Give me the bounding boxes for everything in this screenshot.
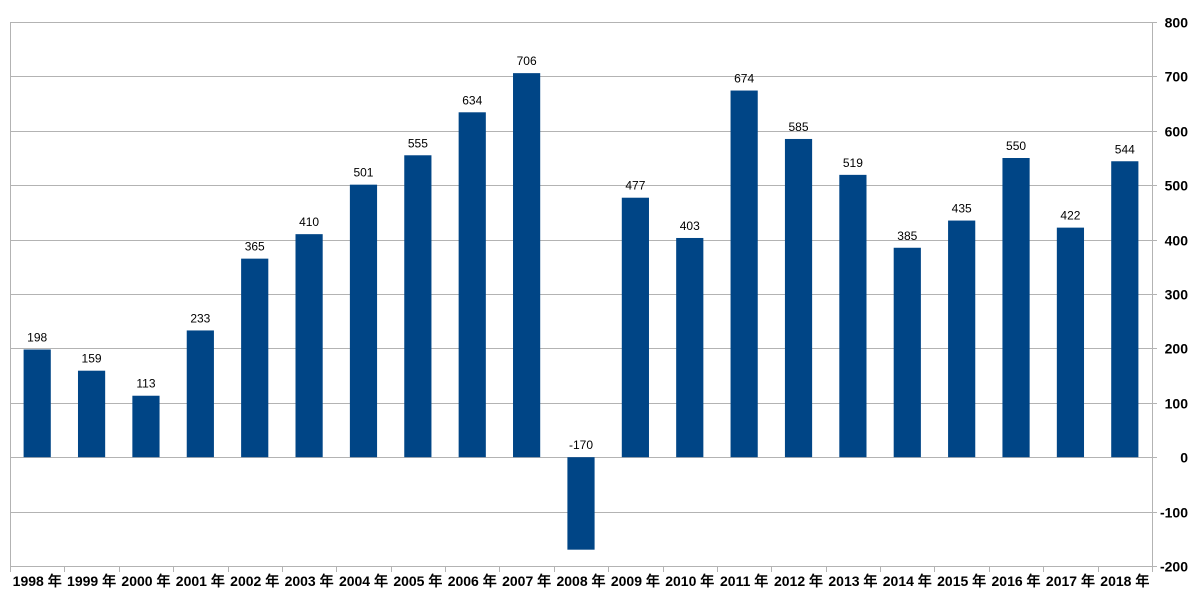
data-label: 477 — [625, 179, 645, 193]
y-tick-label: 700 — [1165, 69, 1189, 85]
x-tick-label: 2006 年 — [448, 573, 497, 589]
bar — [893, 247, 921, 458]
bar — [404, 155, 432, 458]
y-axis-ticks: -200 -100 0 100 200 300 400 500 600 700 800 — [1160, 15, 1188, 575]
bar — [132, 395, 160, 458]
bar — [839, 174, 867, 458]
data-label: 501 — [353, 166, 373, 180]
bar — [676, 237, 704, 458]
y-tick-label: 400 — [1165, 233, 1189, 249]
data-label: 435 — [952, 202, 972, 216]
y-tick-label: 600 — [1165, 124, 1189, 140]
y-tick-label: 300 — [1165, 287, 1189, 303]
data-labels: 198 159 113 233 365 410 501 555 634 706 -170 477 403… — [27, 54, 1135, 452]
bar — [730, 90, 758, 458]
y-tick-label: 800 — [1165, 15, 1189, 31]
data-label: 634 — [462, 93, 482, 107]
x-tick-label: 2001 年 — [176, 573, 225, 589]
x-tick-label: 2000 年 — [121, 573, 170, 589]
bar — [458, 112, 486, 458]
data-label: 544 — [1115, 142, 1135, 156]
bar — [23, 349, 51, 458]
data-label: 674 — [734, 72, 754, 86]
bar — [567, 457, 595, 550]
x-tick-label: 2002 年 — [230, 573, 279, 589]
data-label: 233 — [190, 311, 210, 325]
y-tick-label: 200 — [1165, 341, 1189, 357]
bar — [295, 234, 323, 458]
data-label: 410 — [299, 215, 319, 229]
x-tick-label: 2009 年 — [611, 573, 660, 589]
bar — [186, 330, 214, 458]
x-tick-label: 1999 年 — [67, 573, 116, 589]
x-tick-label: 2012 年 — [774, 573, 823, 589]
data-label: -170 — [569, 438, 593, 452]
bars — [23, 73, 1139, 550]
data-label: 706 — [517, 54, 537, 68]
x-tick-label: 2015 年 — [937, 573, 986, 589]
bar — [513, 73, 541, 458]
data-label: 550 — [1006, 139, 1026, 153]
data-label: 519 — [843, 156, 863, 170]
x-tick-label: 2017 年 — [1046, 573, 1095, 589]
data-label: 365 — [245, 240, 265, 254]
x-tick-label: 2003 年 — [285, 573, 334, 589]
y-tick-label: -100 — [1160, 505, 1188, 521]
bar — [1056, 227, 1085, 458]
x-tick-label: 2005 年 — [393, 573, 442, 589]
bar — [784, 138, 813, 458]
x-tick-label: 2013 年 — [828, 573, 877, 589]
bar — [621, 197, 649, 458]
x-tick-label: 2011 年 — [720, 573, 768, 589]
data-label: 422 — [1060, 209, 1080, 223]
bar — [1111, 161, 1139, 458]
x-axis-ticks: 1998 年 1999 年 2000 年 2001 年 2002 年 2003 年 2004… — [13, 573, 1150, 589]
y-tick-label: 100 — [1165, 396, 1189, 412]
bar — [1002, 158, 1030, 458]
data-label: 385 — [897, 229, 917, 243]
x-tick-label: 2010 年 — [665, 573, 714, 589]
bar — [349, 184, 378, 458]
data-label: 198 — [27, 330, 47, 344]
bar — [77, 370, 106, 458]
x-tick-label: 2018 年 — [1100, 573, 1149, 589]
y-tick-label: -200 — [1160, 559, 1188, 575]
data-label: 113 — [136, 377, 155, 391]
bar — [948, 220, 976, 458]
x-tick-label: 2004 年 — [339, 573, 388, 589]
x-tick-label: 2014 年 — [883, 573, 932, 589]
data-label: 585 — [789, 120, 809, 134]
x-tick-label: 2007 年 — [502, 573, 551, 589]
data-label: 403 — [680, 219, 700, 233]
y-tick-label: 500 — [1165, 178, 1189, 194]
x-tick-label: 2016 年 — [992, 573, 1041, 589]
y-tick-label: 0 — [1180, 450, 1188, 466]
data-label: 555 — [408, 136, 428, 150]
x-tick-label: 2008 年 — [556, 573, 605, 589]
data-label: 159 — [82, 352, 102, 366]
x-tick-label: 1998 年 — [13, 573, 62, 589]
bar — [241, 258, 269, 458]
